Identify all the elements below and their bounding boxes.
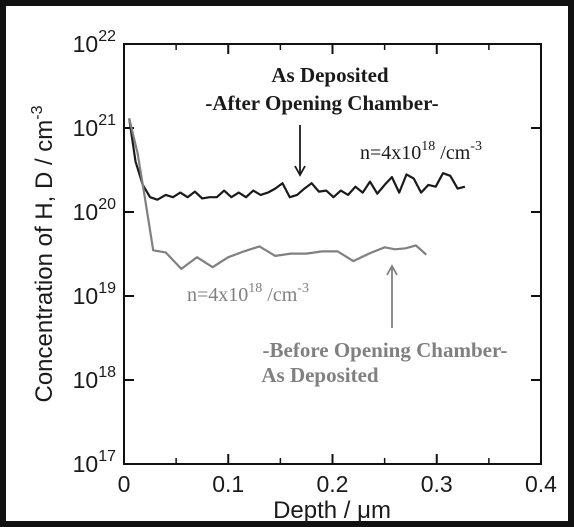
x-axis-title: Depth / μm [273,497,391,524]
y-axis-title-superscript: -3 [29,105,46,119]
x-tick-label: 0.4 [525,471,557,497]
y-axis-title: Concentration of H, D / cm-3 [29,105,58,402]
annotation-before-line2: As Deposited [261,363,379,387]
y-axis-title-base: Concentration of H, D / cm [31,120,58,403]
x-tick-label: 0.2 [317,471,349,497]
annotation-after-line2: -After Opening Chamber- [205,91,438,115]
x-tick-label: 0.3 [421,471,453,497]
annotation-before-n: n=4x1018 /cm-3 [187,281,309,306]
x-tick-label: 0.1 [212,471,244,497]
annotation-after-line1: As Deposited [271,63,389,87]
annotation-after-n: n=4x1018 /cm-3 [360,139,482,164]
annotation-before-line1: -Before Opening Chamber- [263,338,508,362]
x-tick-label: 0 [118,471,131,497]
